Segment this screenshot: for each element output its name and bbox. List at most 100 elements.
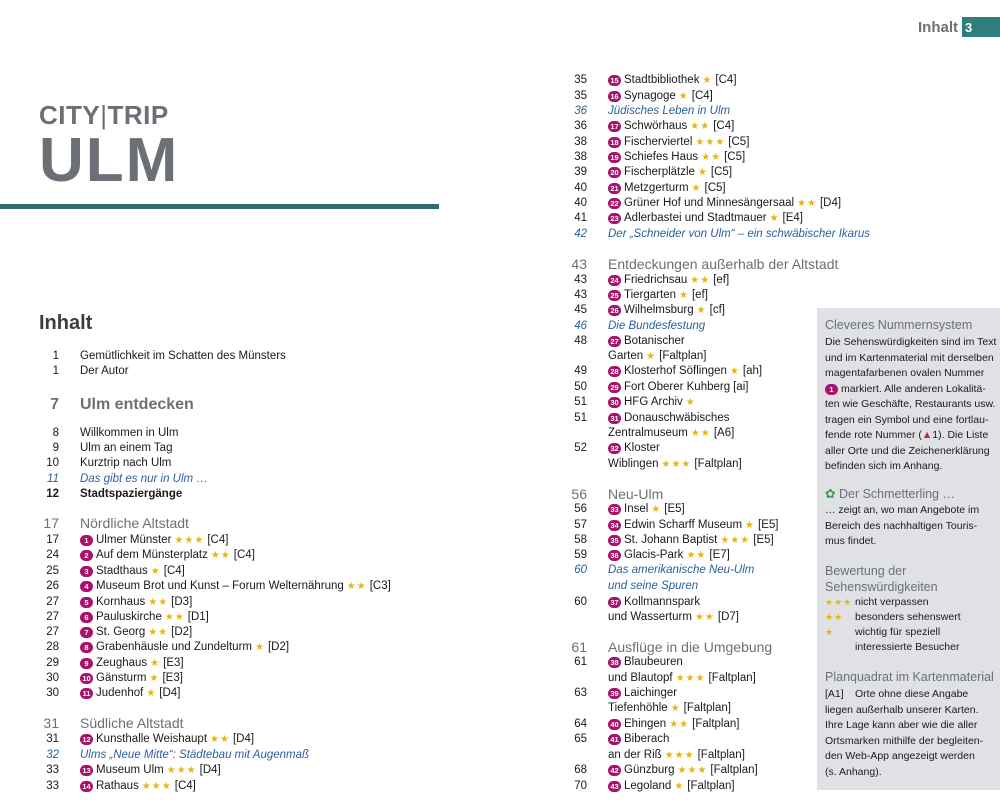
toc-entry-title: Biberach: [624, 733, 670, 745]
toc-entry-body: 32 Kloster: [608, 441, 660, 456]
sidebox-paragraph-numbering: Die Sehenswürdigkeiten sind im Text und …: [825, 335, 996, 475]
toc-page-number: 61: [571, 639, 587, 655]
toc-entry: 50 29 Fort Oberer Kuhberg [ai]: [559, 380, 748, 395]
rating-stars-icon: ★★★: [675, 673, 706, 684]
toc-entry: 52 32 Kloster: [559, 441, 660, 456]
stars-icon: ★★: [825, 612, 844, 622]
rating-stars-icon: ★: [745, 520, 756, 531]
toc-entry: 70 43 Legoland ★ [Faltplan]: [559, 779, 735, 794]
text-line: und im Kartenmaterial mit derselben: [825, 351, 994, 364]
sight-number-badge: 28: [608, 366, 621, 377]
sight-number-badge: 9: [80, 658, 93, 669]
toc-entry-title: Fischerplätzle: [624, 166, 695, 178]
toc-page-number: 58: [574, 534, 587, 546]
toc-entry-body: Das amerikanische Neu-Ulm: [608, 563, 754, 578]
sight-number-badge: 13: [80, 765, 93, 776]
toc-section-heading: 56 Neu-Ulm: [559, 487, 663, 502]
brand-trip: TRIP: [107, 100, 169, 130]
sidebox-paragraph-butterfly: … zeigt an, wo man Angebote im Bereich d…: [825, 503, 979, 550]
sight-number-badge: 17: [608, 121, 621, 132]
toc-page-number: 43: [574, 289, 587, 301]
toc-entry-body: 9 Zeughaus ★ [E3]: [80, 656, 184, 671]
toc-page-number: 32: [46, 749, 59, 761]
info-sidebox: Cleveres Nummernsystem Die Sehenswürdigk…: [817, 308, 1000, 790]
toc-page-number: 50: [574, 381, 587, 393]
toc-entry-body: an der Riß ★★★ [Faltplan]: [608, 748, 745, 763]
toc-entry-body: 35 St. Johann Baptist ★★★ [E5]: [608, 533, 774, 548]
badge-icon: 1: [825, 383, 838, 395]
toc-entry-body: 39 Laichinger: [608, 686, 677, 701]
toc-entry: Wiblingen ★★★ [Faltplan]: [559, 457, 742, 472]
legend-text: wichtig für speziell: [855, 626, 941, 638]
toc-entry-body: Neu-Ulm: [608, 487, 663, 502]
sight-number-badge: 35: [608, 535, 621, 546]
toc-entry: 35 15 Stadtbibliothek ★ [C4]: [559, 73, 737, 88]
toc-page-number: 41: [574, 212, 587, 224]
toc-entry-body: Stadtspaziergänge: [80, 487, 182, 502]
map-grid-reference: [D2]: [267, 641, 290, 653]
sight-number-badge: 39: [608, 688, 621, 699]
toc-entry-body: 6 Pauluskirche ★★ [D1]: [80, 610, 209, 625]
map-grid-reference: [E7]: [709, 549, 730, 561]
toc-entry-title: Friedrichsau: [624, 274, 688, 286]
rating-stars-icon: ★: [697, 167, 708, 178]
toc-entry-body: Kurztrip nach Ulm: [80, 456, 171, 471]
toc-entry-body: 14 Rathaus ★★★ [C4]: [80, 779, 196, 794]
map-grid-reference: [cf]: [709, 304, 725, 316]
toc-entry-title: Klosterhof Söflingen: [624, 365, 727, 377]
toc-page-number: [559, 349, 587, 364]
toc-entry-body: Südliche Altstadt: [80, 716, 184, 731]
map-grid-reference: [D4]: [232, 733, 255, 745]
toc-entry-body: Tiefenhöhle ★ [Faltplan]: [608, 701, 731, 716]
toc-entry-title: Wiblingen: [608, 458, 659, 470]
toc-page-number: 33: [46, 764, 59, 776]
rating-stars-icon: ★★: [701, 152, 722, 163]
toc-entry-title: Ulms „Neue Mitte“: Städtebau mit Augenma…: [80, 749, 310, 761]
text-line: ten wie Geschäfte, Restaurants usw.: [825, 398, 996, 410]
toc-page-number: 36: [574, 120, 587, 132]
toc-entry: 27 5 Kornhaus ★★ [D3]: [31, 595, 192, 610]
toc-entry: 33 14 Rathaus ★★★ [C4]: [31, 779, 196, 794]
toc-entry-title: Grüner Hof und Minnesängersaal: [624, 197, 795, 209]
map-grid-reference: [C4]: [207, 534, 229, 546]
toc-entry: 57 34 Edwin Scharff Museum ★ [E5]: [559, 518, 778, 533]
toc-entry-body: 21 Metzgerturm ★ [C5]: [608, 181, 726, 196]
toc-entry-title: Museum Brot und Kunst – Forum Welternähr…: [96, 580, 344, 592]
toc-page-number: [559, 579, 587, 594]
sight-number-badge: 19: [608, 152, 621, 163]
toc-entry-body: Wiblingen ★★★ [Faltplan]: [608, 457, 742, 472]
toc-entry-body: Ulms „Neue Mitte“: Städtebau mit Augenma…: [80, 748, 309, 763]
rating-stars-icon: ★★★: [677, 765, 708, 776]
legend-text: nicht verpassen: [855, 596, 929, 608]
toc-entry: 26 4 Museum Brot und Kunst – Forum Weltern…: [31, 579, 391, 594]
toc-entry-body: Der „Schneider von Ulm“ – ein schwäbisch…: [608, 227, 870, 242]
toc-page-number: [559, 457, 587, 472]
toc-entry-title: Schwörhaus: [624, 120, 688, 132]
toc-entry-body: 22 Grüner Hof und Minnesängersaal ★★ [D4]: [608, 196, 841, 211]
toc-entry-body: Willkommen in Ulm: [80, 426, 178, 441]
toc-entry-body: 2 Auf dem Münsterplatz ★★ [C4]: [80, 548, 255, 563]
rating-stars-icon: ★★★: [166, 765, 197, 776]
toc-page-number: 60: [574, 596, 587, 608]
sidebox-heading-rating: Bewertung der Sehenswürdigkeiten: [825, 563, 938, 595]
toc-entry-title: Schiefes Haus: [624, 151, 699, 163]
toc-entry-title: Ulm an einem Tag: [80, 442, 173, 454]
toc-entry-body: 20 Fischerplätzle ★ [C5]: [608, 165, 732, 180]
toc-entry-title: Günzburg: [624, 764, 675, 776]
rating-stars-icon: ★★: [797, 198, 817, 209]
toc-entry-body: Ulm entdecken: [80, 397, 194, 413]
toc-entry: 12 Stadtspaziergänge: [31, 487, 182, 502]
toc-entry: 40 22 Grüner Hof und Minnesängersaal ★★ [D4]: [559, 196, 841, 211]
map-grid-reference: [Faltplan]: [687, 780, 735, 792]
sight-number-badge: 41: [608, 734, 621, 745]
toc-entry-title: HFG Archiv: [624, 396, 683, 408]
heading-line: Sehenswürdigkeiten: [825, 580, 938, 594]
toc-entry-body: 1 Ulmer Münster ★★★ [C4]: [80, 533, 228, 548]
rating-legend-row: ★★★ nicht verpassen: [825, 595, 929, 611]
map-grid-reference: [Faltplan]: [708, 672, 756, 684]
toc-page-number: [559, 748, 587, 763]
rating-stars-icon: ★★: [210, 550, 231, 561]
toc-entry: und Wasserturm ★★ [D7]: [559, 610, 739, 625]
toc-entry: 49 28 Klosterhof Söflingen ★ [ah]: [559, 364, 762, 379]
rating-stars-icon: ★: [150, 566, 161, 577]
